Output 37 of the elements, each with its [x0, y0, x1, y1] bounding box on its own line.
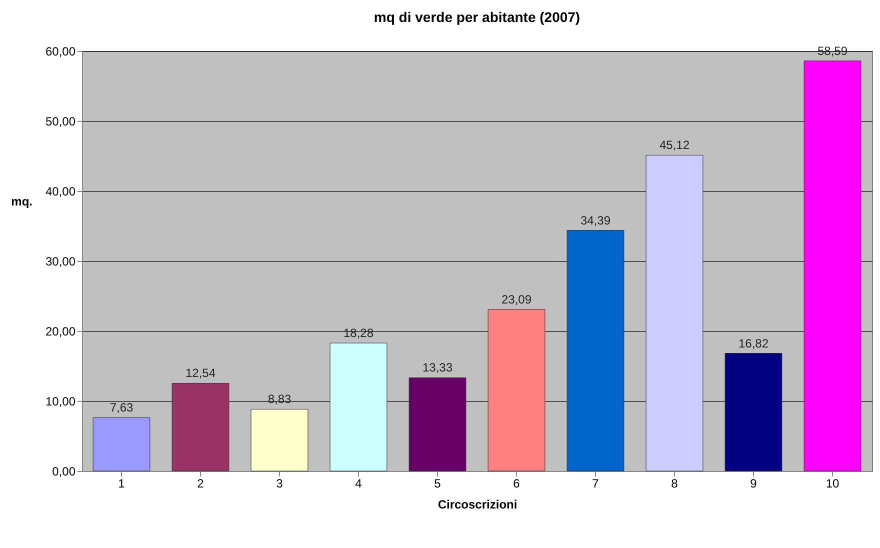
x-tick-label: 7 [592, 476, 600, 490]
y-tick-label: 0,00 [52, 464, 76, 478]
bar [488, 309, 546, 472]
x-tick-label: 1 [118, 476, 126, 490]
y-tick-label: 40,00 [45, 184, 76, 198]
x-axis-title: Circoscrizioni [438, 498, 518, 512]
x-tick-label: 10 [826, 476, 840, 490]
data-label: 34,39 [580, 213, 611, 228]
y-axis-title: mq. [11, 194, 32, 208]
x-tick-label: 4 [355, 476, 362, 490]
y-tick-label: 20,00 [45, 324, 76, 338]
bar [172, 382, 230, 472]
x-tick-label: 5 [434, 476, 442, 490]
bar [646, 154, 704, 472]
bar [724, 353, 782, 472]
y-tick-label: 60,00 [45, 44, 76, 58]
bar [566, 230, 624, 472]
x-tick-label: 2 [197, 476, 204, 490]
data-label: 45,12 [659, 138, 690, 152]
y-tick-label: 10,00 [45, 394, 76, 408]
data-label: 7,63 [110, 400, 134, 415]
chart-title: mq di verde per abitante (2007) [374, 8, 580, 25]
x-tick-label: 3 [276, 476, 284, 490]
x-tick-label: 6 [513, 476, 520, 490]
data-label: 12,54 [185, 366, 216, 380]
data-label: 16,82 [738, 336, 769, 350]
bar [92, 417, 150, 472]
x-tick-label: 9 [750, 476, 758, 490]
y-tick-label: 30,00 [45, 254, 76, 268]
data-label: 13,33 [422, 360, 453, 375]
x-tick-label: 8 [671, 476, 678, 490]
y-tick-label: 50,00 [45, 114, 76, 128]
bar [330, 342, 388, 472]
bar [250, 408, 308, 472]
bar [408, 377, 466, 472]
bar [804, 60, 862, 472]
data-label: 23,09 [501, 292, 532, 306]
